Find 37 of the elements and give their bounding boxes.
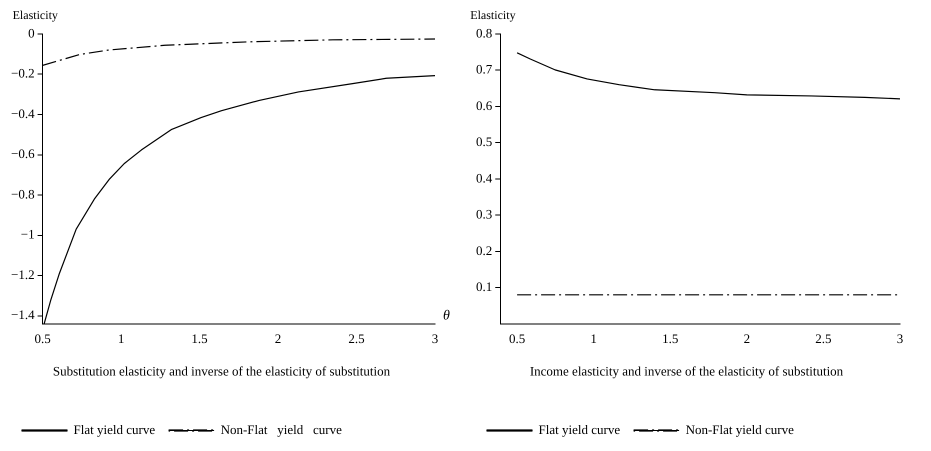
x-tick-label: 0.5 xyxy=(508,331,526,346)
y-tick-label: 0.5 xyxy=(476,134,492,150)
y-axis-title: Elasticity xyxy=(12,8,58,22)
y-tick-label: 0.4 xyxy=(476,170,493,186)
x-tick-label: 0.5 xyxy=(34,331,51,346)
y-tick-label: 0.8 xyxy=(476,25,492,40)
legend-label: Flat yield curve xyxy=(538,422,620,437)
y-axis-title: Elasticity xyxy=(470,8,516,22)
x-tick-label: 3 xyxy=(432,331,438,346)
y-tick-label: 0.1 xyxy=(476,278,492,294)
y-tick-label: −1.2 xyxy=(10,266,35,282)
x-tick-label: 2.5 xyxy=(348,331,365,346)
x-axis-title: θ xyxy=(443,308,450,324)
x-tick-label: 3 xyxy=(896,331,904,346)
x-tick-label: 2 xyxy=(274,331,282,346)
legend-label: Flat yield curve xyxy=(74,422,156,437)
legend-label: Non-Flat yield curve xyxy=(686,422,794,437)
y-tick-label: 0 xyxy=(28,25,35,40)
x-tick-label: 1 xyxy=(118,331,124,346)
text: Substitution elasticity and inverse of the elasticity of substitution xyxy=(52,364,391,379)
y-tick-label: −0.6 xyxy=(10,146,36,162)
text: Income elasticity and inverse of the elasticity of substitution xyxy=(530,364,844,379)
y-tick-label: −1 xyxy=(20,226,35,242)
x-tick-label: 2 xyxy=(744,331,750,346)
y-tick-label: −0.2 xyxy=(10,66,35,81)
y-tick-label: 0.3 xyxy=(476,206,492,222)
y-tick-label: −0.4 xyxy=(10,106,36,121)
x-tick-label: 1.5 xyxy=(191,331,208,346)
y-tick-label: 0.7 xyxy=(476,62,493,77)
legend-label: Non-Flat yield curve xyxy=(220,422,342,437)
y-tick-label: 0.6 xyxy=(476,98,493,113)
y-tick-label: −1.4 xyxy=(10,307,36,322)
y-tick-label: 0.2 xyxy=(476,242,492,258)
x-tick-label: 2.5 xyxy=(815,331,832,346)
x-tick-label: 1.5 xyxy=(662,331,678,346)
y-tick-label: −0.8 xyxy=(10,186,35,202)
x-tick-label: 1 xyxy=(590,331,597,346)
